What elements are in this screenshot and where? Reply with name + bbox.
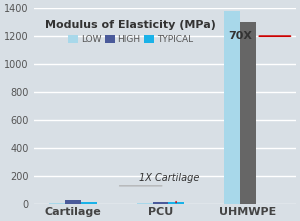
Bar [152,202,168,204]
Bar [65,200,81,204]
Bar [81,202,97,204]
Bar [137,203,152,204]
Bar [168,202,184,204]
Legend: LOW, HIGH, TYPICAL: LOW, HIGH, TYPICAL [44,19,218,46]
Text: 1X Cartilage: 1X Cartilage [139,173,199,183]
Bar [224,11,240,204]
Bar [50,203,65,204]
Bar [240,22,256,204]
Text: 70X: 70X [228,31,252,41]
